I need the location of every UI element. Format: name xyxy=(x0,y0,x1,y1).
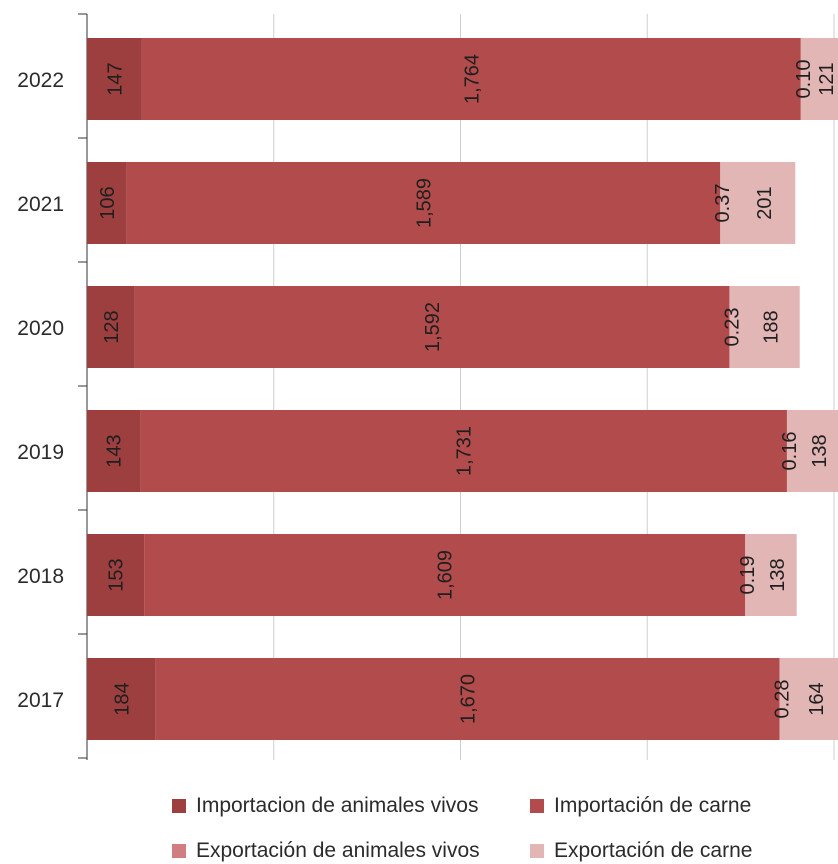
legend-item-importacion-animales-vivos: Importacion de animales vivos xyxy=(172,795,478,816)
gridlines xyxy=(274,14,834,760)
bar-value-label: 1,609 xyxy=(435,550,457,600)
bar-value-label: 1,592 xyxy=(422,302,444,352)
bar-value-label: 201 xyxy=(754,186,776,219)
bar-value-label: 1,731 xyxy=(454,426,476,476)
legend-label: Exportación de animales vivos xyxy=(196,840,480,861)
bar-value-label: 121 xyxy=(816,62,838,95)
legend-label: Importación de carne xyxy=(554,795,751,816)
bar-value-label: 128 xyxy=(101,310,123,343)
bar-value-label: 0.23 xyxy=(722,308,744,347)
bar-value-label: 1,589 xyxy=(413,178,435,228)
legend-swatch xyxy=(530,799,544,813)
y-tick-label: 2017 xyxy=(17,689,64,712)
bar-value-label: 1,670 xyxy=(458,674,480,724)
bar-value-label: 0.37 xyxy=(712,184,734,223)
bar-value-label: 138 xyxy=(767,558,789,591)
bar-value-label: 164 xyxy=(806,682,828,715)
y-axis xyxy=(78,14,87,760)
bar-value-label: 106 xyxy=(97,186,119,219)
legend-label: Exportación de carne xyxy=(554,840,752,861)
bar-labels: 147 1,764 0.10 121 106 1,589 0.37 201 128 1,592 0.… xyxy=(97,54,838,724)
y-tick-label: 2020 xyxy=(17,317,64,340)
bar-value-label: 0.19 xyxy=(737,556,759,595)
bar-value-label: 1,764 xyxy=(461,54,483,104)
legend-swatch xyxy=(172,799,186,813)
bar-value-label: 0.16 xyxy=(779,432,801,471)
y-tick-label: 2019 xyxy=(17,441,64,464)
y-tick-labels: 2022 2021 2020 2019 2018 2017 xyxy=(17,69,64,712)
y-tick-label: 2022 xyxy=(17,69,64,92)
legend-item-exportacion-carne: Exportación de carne xyxy=(530,840,752,861)
bar-value-label: 0.28 xyxy=(772,680,794,719)
bar-value-label: 0.10 xyxy=(793,60,815,99)
legend-item-exportacion-animales-vivos: Exportación de animales vivos xyxy=(172,840,480,861)
bar-value-label: 188 xyxy=(761,310,783,343)
bar-value-label: 143 xyxy=(104,434,126,467)
bar-value-label: 153 xyxy=(106,558,128,591)
bars xyxy=(87,38,838,740)
stacked-bar-chart: 147 1,764 0.10 121 106 1,589 0.37 201 128 1,592 0.… xyxy=(0,0,838,780)
bar-value-label: 138 xyxy=(809,434,831,467)
y-tick-label: 2018 xyxy=(17,565,64,588)
legend-label: Importacion de animales vivos xyxy=(196,795,478,816)
bar-value-label: 147 xyxy=(104,62,126,95)
bar-value-label: 184 xyxy=(111,682,133,715)
y-tick-label: 2021 xyxy=(17,193,64,216)
legend-swatch xyxy=(530,844,544,858)
legend-swatch xyxy=(172,844,186,858)
legend-item-importacion-carne: Importación de carne xyxy=(530,795,751,816)
